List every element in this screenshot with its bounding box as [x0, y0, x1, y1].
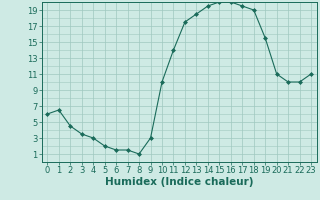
X-axis label: Humidex (Indice chaleur): Humidex (Indice chaleur) — [105, 177, 253, 187]
